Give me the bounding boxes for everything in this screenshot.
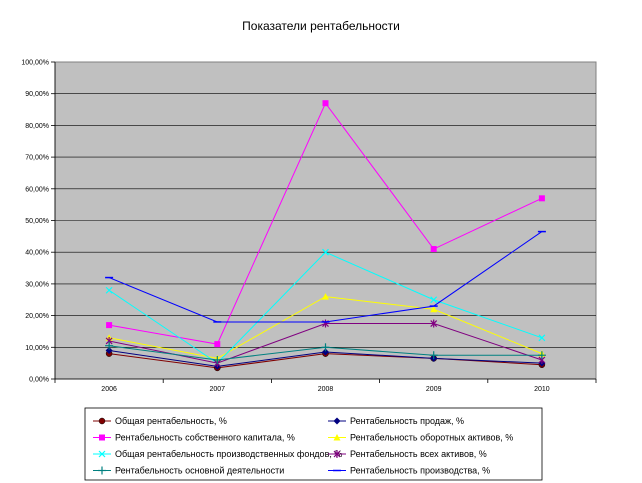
y-tick-label: 0,00% <box>29 377 49 384</box>
legend-label: Рентабельность оборотных активов, % <box>350 433 513 443</box>
y-tick-label: 70,00% <box>25 155 49 162</box>
data-point <box>430 305 438 313</box>
series-group <box>105 341 546 364</box>
legend-item: Рентабельность оборотных активов, % <box>328 433 513 443</box>
chart-title: Показатели рентабельности <box>242 19 400 33</box>
series-group <box>106 100 545 348</box>
data-point <box>321 343 330 352</box>
legend: Общая рентабельность, % Рентабельность пр… <box>84 407 543 481</box>
legend-item: Общая рентабельность производственных фо… <box>93 449 342 459</box>
data-point-stroke <box>105 286 113 294</box>
data-point <box>430 319 438 328</box>
y-tick-label: 90,00% <box>25 91 49 98</box>
legend-label: Общая рентабельность производственных фо… <box>115 449 342 459</box>
data-point <box>537 351 546 360</box>
y-tick-label: 10,00% <box>25 345 49 352</box>
data-point <box>105 286 113 294</box>
data-point <box>429 351 438 360</box>
legend-label: Рентабельность производства, % <box>350 466 490 476</box>
data-point-stroke <box>538 334 546 342</box>
data-point <box>333 450 341 458</box>
legend-item: Рентабельность производства, % <box>328 466 490 476</box>
y-tick-label: 30,00% <box>25 281 49 288</box>
data-point <box>333 417 341 425</box>
data-point <box>322 100 329 107</box>
x-tick-label: 2007 <box>210 386 226 393</box>
data-point <box>98 466 106 475</box>
y-tick-label: 40,00% <box>25 250 49 257</box>
x-tick-label: 2009 <box>426 386 442 393</box>
y-tick-label: 20,00% <box>25 313 49 320</box>
data-point <box>322 348 329 356</box>
data-point <box>430 296 438 304</box>
y-tick-label: 100,00% <box>21 60 49 67</box>
data-point <box>98 417 106 425</box>
x-tick-label: 2010 <box>534 386 550 393</box>
data-point-stroke <box>98 450 106 458</box>
legend-item: Рентабельность всех активов, % <box>328 449 487 459</box>
y-tick-label: 80,00% <box>25 123 49 130</box>
data-point <box>105 341 114 350</box>
series-layer <box>105 100 546 372</box>
legend-label: Рентабельность всех активов, % <box>350 449 487 459</box>
legend-label: Рентабельность собственного капитала, % <box>115 433 295 443</box>
gridlines <box>55 93 596 348</box>
data-point <box>538 334 546 342</box>
x-tick-label: 2008 <box>318 386 334 393</box>
legend-item: Общая рентабельность, % <box>93 416 227 426</box>
data-point <box>105 346 113 354</box>
legend-item: Рентабельность продаж, % <box>328 416 464 426</box>
legend-label: Рентабельность основной деятельности <box>115 466 284 476</box>
data-point <box>214 341 221 348</box>
data-point <box>322 293 329 300</box>
data-point <box>213 355 222 364</box>
axes: 0,00% 10,00% 20,00% 30,00% 40,00% 50,00% 60,00… <box>21 60 597 393</box>
x-tick-label: 2006 <box>101 386 117 393</box>
y-tick-label: 50,00% <box>25 218 49 225</box>
data-point <box>322 248 329 256</box>
data-point <box>333 434 341 441</box>
legend-box <box>84 407 543 481</box>
data-point <box>99 434 105 441</box>
data-point <box>430 246 437 253</box>
data-point <box>538 195 545 202</box>
series-group <box>105 230 546 323</box>
legend-label: Рентабельность продаж, % <box>350 416 464 426</box>
legend-item: Рентабельность собственного капитала, % <box>93 433 295 443</box>
data-point-stroke <box>322 248 329 256</box>
series-group <box>105 248 546 367</box>
legend-label: Общая рентабельность, % <box>115 416 227 426</box>
y-tick-label: 60,00% <box>25 186 49 193</box>
data-point-stroke <box>430 296 438 304</box>
data-point <box>98 450 106 458</box>
legend-item: Рентабельность основной деятельности <box>93 466 284 476</box>
data-point <box>106 322 113 329</box>
series-group <box>105 319 546 368</box>
